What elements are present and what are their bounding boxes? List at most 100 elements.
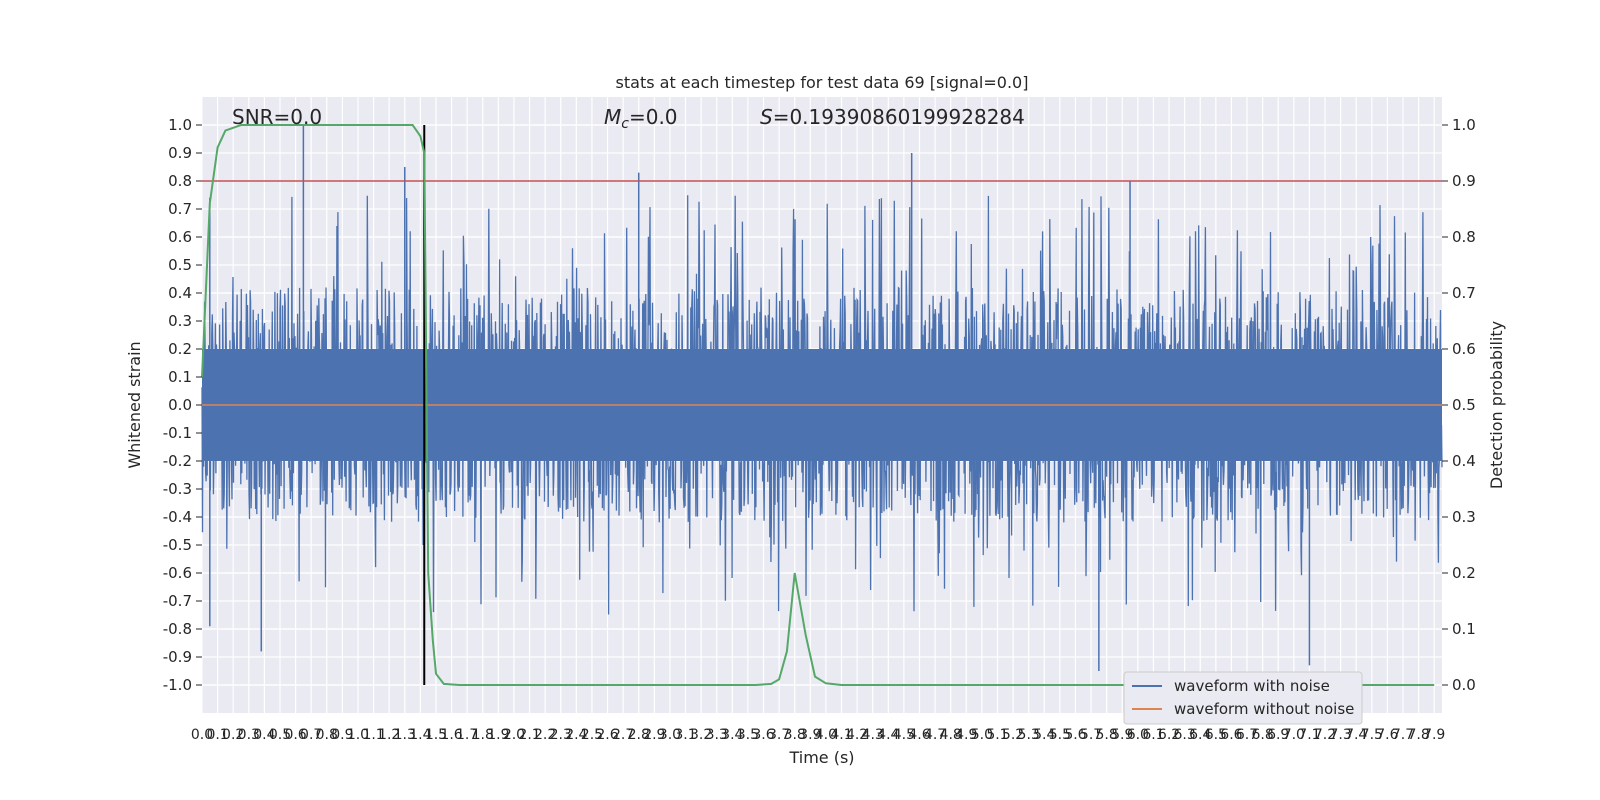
x-tick-label: 4.8 [940, 727, 962, 743]
legend-label-noise: waveform with noise [1174, 677, 1330, 695]
y-tick-label: 0.4 [168, 284, 192, 302]
x-tick-label: 3.0 [659, 727, 681, 743]
x-tick-label: 1.3 [394, 727, 416, 743]
x-tick-label: 1.0 [347, 727, 369, 743]
overlay-layer [201, 124, 1442, 686]
x-tick-label: 1.1 [362, 727, 384, 743]
detection-probability-line [201, 124, 1435, 686]
x-tick-label: 3.6 [752, 727, 774, 743]
x-tick-label: 5.2 [1002, 727, 1024, 743]
chirp-mass-symbol: M [604, 105, 621, 129]
x-tick-label: 2.7 [612, 727, 634, 743]
x-tick-label: 5.7 [1080, 727, 1102, 743]
x-tick-label: 6.3 [1174, 727, 1196, 743]
right-y-tick-label: 0.5 [1452, 396, 1476, 414]
x-tick-label: 0.7 [300, 727, 322, 743]
x-tick-label: 0.1 [206, 727, 228, 743]
y-tick-label: 0.7 [168, 200, 192, 218]
x-tick-label: 5.1 [986, 727, 1008, 743]
score-annotation: S=0.19390860199928284 [760, 105, 1025, 129]
right-y-tick-label: 0.7 [1452, 284, 1476, 302]
x-tick-label: 5.6 [1064, 727, 1086, 743]
x-tick-label: 6.7 [1236, 727, 1258, 743]
snr-annotation: SNR=0.0 [232, 105, 322, 129]
y-tick-label: -0.8 [163, 620, 192, 638]
x-tick-label: 3.1 [674, 727, 696, 743]
y-tick-label: -0.9 [163, 648, 192, 666]
x-tick-label: 7.6 [1376, 727, 1398, 743]
x-tick-label: 5.4 [1033, 727, 1055, 743]
y-tick-label: 0.8 [168, 172, 192, 190]
x-tick-label: 2.0 [503, 727, 525, 743]
x-tick-label: 0.6 [284, 727, 306, 743]
x-tick-label: 3.8 [784, 727, 806, 743]
x-tick-label: 6.6 [1220, 727, 1242, 743]
x-tick-label: 3.9 [799, 727, 821, 743]
x-tick-label: 4.4 [877, 727, 899, 743]
right-y-axis-label: Detection probability [1487, 321, 1506, 489]
x-tick-label: 1.8 [472, 727, 494, 743]
x-tick-label: 6.2 [1158, 727, 1180, 743]
legend: waveform with noise waveform without noi… [1123, 671, 1363, 725]
y-tick-label: -0.2 [163, 452, 192, 470]
x-axis: 0.00.10.20.30.40.50.60.70.80.91.01.11.21… [191, 727, 1445, 743]
x-tick-label: 5.0 [971, 727, 993, 743]
x-tick-label: 7.4 [1345, 727, 1367, 743]
y-tick-label: 1.0 [168, 116, 192, 134]
x-tick-label: 1.9 [487, 727, 509, 743]
x-tick-label: 2.6 [596, 727, 618, 743]
x-tick-label: 7.1 [1298, 727, 1320, 743]
x-tick-label: 2.9 [643, 727, 665, 743]
x-tick-label: 0.8 [316, 727, 338, 743]
right-y-tick-label: 0.9 [1452, 172, 1476, 190]
right-y-tick-label: 0.6 [1452, 340, 1476, 358]
x-tick-label: 3.3 [706, 727, 728, 743]
x-tick-label: 3.4 [721, 727, 743, 743]
x-tick-label: 1.2 [378, 727, 400, 743]
right-y-tick-label: 0.4 [1452, 452, 1476, 470]
y-tick-label: 0.5 [168, 256, 192, 274]
x-tick-label: 0.5 [269, 727, 291, 743]
x-tick-label: 2.2 [534, 727, 556, 743]
left-y-axis: 1.0 0.9 0.8 0.7 0.6 0.5 0.4 0.3 0.2 0.1 0.0 -0.1 -0.… [163, 116, 202, 694]
y-tick-label: -0.3 [163, 480, 192, 498]
left-y-axis-label: Whitened strain [125, 341, 144, 468]
x-tick-label: 4.0 [815, 727, 837, 743]
x-tick-label: 6.8 [1251, 727, 1273, 743]
right-y-axis: 1.0 0.9 0.8 0.7 0.6 0.5 0.4 0.3 0.2 0.1 0.0 [1442, 116, 1476, 694]
chirp-mass-subscript: c [621, 116, 629, 132]
right-y-tick-label: 0.2 [1452, 564, 1476, 582]
x-tick-label: 3.2 [690, 727, 712, 743]
x-tick-label: 7.3 [1329, 727, 1351, 743]
x-tick-label: 5.5 [1049, 727, 1071, 743]
x-tick-label: 2.1 [518, 727, 540, 743]
right-y-tick-label: 0.0 [1452, 676, 1476, 694]
x-tick-label: 2.5 [581, 727, 603, 743]
x-tick-label: 4.6 [908, 727, 930, 743]
y-tick-label: -0.4 [163, 508, 192, 526]
legend-label-clean: waveform without noise [1174, 700, 1354, 718]
y-tick-label: -0.6 [163, 564, 192, 582]
x-tick-label: 6.1 [1142, 727, 1164, 743]
x-tick-label: 6.9 [1267, 727, 1289, 743]
x-tick-label: 2.8 [628, 727, 650, 743]
x-tick-label: 7.9 [1423, 727, 1445, 743]
x-tick-label: 7.2 [1314, 727, 1336, 743]
right-y-tick-label: 0.3 [1452, 508, 1476, 526]
x-tick-label: 3.5 [737, 727, 759, 743]
x-tick-label: 5.9 [1111, 727, 1133, 743]
x-tick-label: 7.8 [1407, 727, 1429, 743]
chirp-mass-annotation: Mc=0.0 [604, 105, 678, 132]
x-tick-label: 2.4 [565, 727, 587, 743]
x-tick-label: 0.0 [191, 727, 213, 743]
x-tick-label: 0.3 [238, 727, 260, 743]
y-tick-label: -0.1 [163, 424, 192, 442]
x-tick-label: 1.6 [440, 727, 462, 743]
x-tick-label: 6.4 [1189, 727, 1211, 743]
x-tick-label: 7.0 [1283, 727, 1305, 743]
chart-title: stats at each timestep for test data 69 … [616, 73, 1029, 92]
right-y-tick-label: 1.0 [1452, 116, 1476, 134]
y-tick-label: 0.0 [168, 396, 192, 414]
y-tick-label: 0.2 [168, 340, 192, 358]
